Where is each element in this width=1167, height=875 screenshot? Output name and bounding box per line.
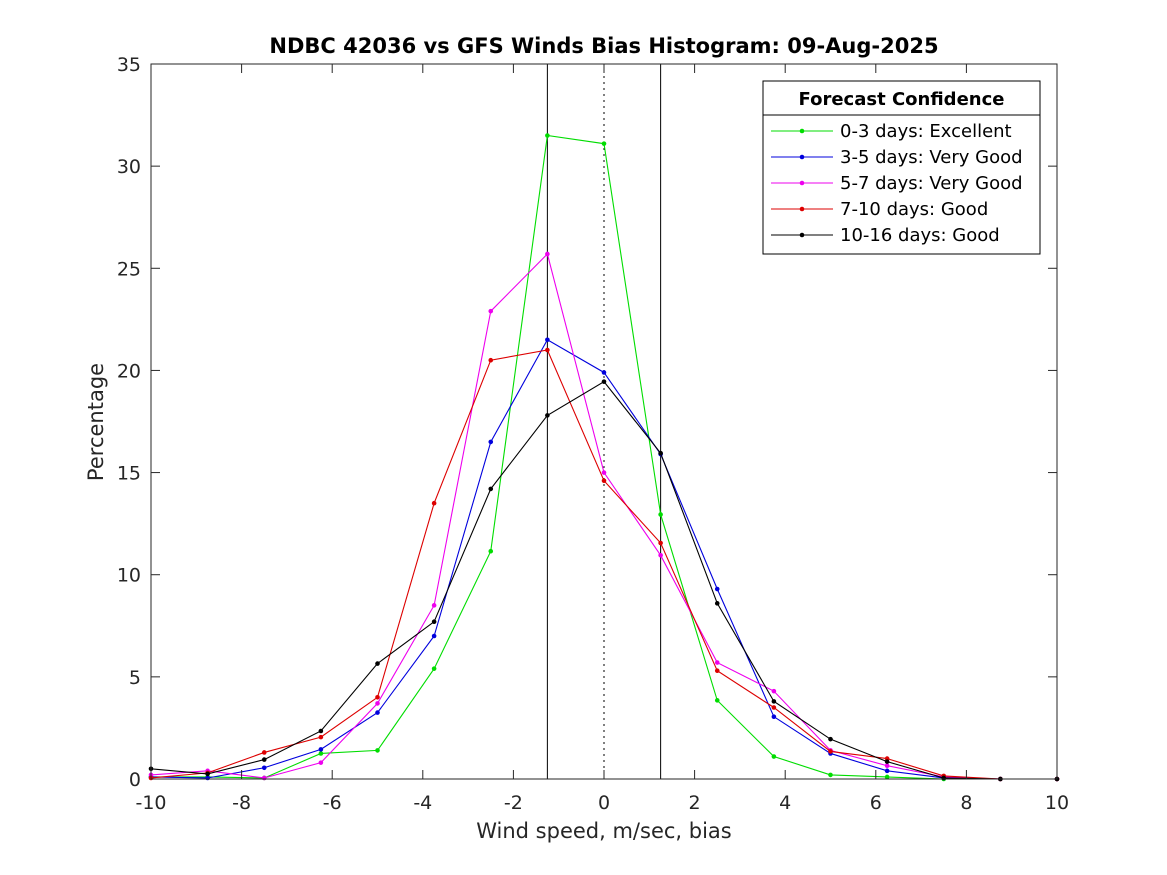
series-2-point xyxy=(375,710,380,715)
series-4-point xyxy=(771,705,777,710)
x-tick-label: -8 xyxy=(232,792,251,814)
series-2-point xyxy=(318,747,324,752)
chart-title: NDBC 42036 vs GFS Winds Bias Histogram: … xyxy=(269,34,938,58)
series-2-point xyxy=(545,337,550,343)
series-5-point xyxy=(488,486,494,492)
series-1-point xyxy=(375,748,380,753)
series-2-point xyxy=(601,370,607,375)
legend-box xyxy=(762,80,1041,255)
legend-label-5: 10-16 days: Good xyxy=(840,225,1000,246)
series-1-point xyxy=(714,698,720,703)
series-3-point xyxy=(488,308,494,314)
series-5-point xyxy=(884,759,890,764)
x-tick-label: -6 xyxy=(323,792,342,814)
legend-marker-3 xyxy=(799,180,805,186)
series-4-point xyxy=(828,749,833,754)
y-tick-label: 20 xyxy=(117,360,141,382)
series-2-point xyxy=(431,633,437,639)
series-1-point xyxy=(431,666,437,671)
series-3-point xyxy=(261,775,267,781)
series-1-point xyxy=(658,512,663,517)
series-4-point xyxy=(714,668,720,674)
series-3-point xyxy=(884,763,890,769)
series-2-point xyxy=(261,765,267,771)
series-3-point xyxy=(714,660,720,665)
x-axis-title: Wind speed, m/sec, bias xyxy=(476,819,732,843)
series-2-point xyxy=(884,768,890,774)
y-tick-label: 30 xyxy=(117,156,141,178)
y-tick-label: 5 xyxy=(129,667,141,689)
series-3-point xyxy=(375,701,380,706)
legend-marker-5 xyxy=(799,232,805,238)
series-1-point xyxy=(545,133,550,138)
legend-label-4: 7-10 days: Good xyxy=(840,199,988,220)
legend: Forecast Confidence 0-3 days: Excellent 3-… xyxy=(762,80,1041,255)
legend-marker-1 xyxy=(799,128,805,134)
legend-label-1: 0-3 days: Excellent xyxy=(840,121,1012,142)
series-5-point xyxy=(658,450,663,456)
series-3-point xyxy=(601,470,607,475)
legend-marker-4 xyxy=(799,206,805,212)
y-tick-label: 35 xyxy=(117,54,141,76)
x-tick-label: 10 xyxy=(1045,792,1069,814)
x-tick-label: 2 xyxy=(689,792,701,814)
series-5-point xyxy=(261,757,267,762)
series-3-point xyxy=(431,603,437,608)
series-1-point xyxy=(318,751,324,756)
series-5-point xyxy=(318,728,324,734)
y-axis-title: Percentage xyxy=(84,363,108,481)
series-4-point xyxy=(261,750,267,755)
x-tick-label: -4 xyxy=(413,792,432,814)
y-tick-label: 25 xyxy=(117,258,141,280)
series-4-point xyxy=(318,734,324,740)
x-tick-label: -2 xyxy=(504,792,523,814)
series-5-point xyxy=(941,775,947,781)
series-2-point xyxy=(714,586,720,592)
series-1-point xyxy=(828,772,833,778)
series-4-point xyxy=(431,500,437,506)
series-3-point xyxy=(658,553,663,558)
y-tick-label: 10 xyxy=(117,565,141,587)
series-2-point xyxy=(488,439,494,445)
legend-marker-2 xyxy=(799,154,805,160)
series-2-point xyxy=(205,775,210,781)
series-4-point xyxy=(545,347,550,353)
series-4-point xyxy=(375,694,380,700)
series-5-point xyxy=(431,619,437,624)
series-4-point xyxy=(488,357,494,363)
series-2-point xyxy=(771,714,777,719)
series-1-point xyxy=(488,548,494,554)
series-5-point xyxy=(375,661,380,666)
series-5-point xyxy=(545,413,550,418)
legend-label-2: 3-5 days: Very Good xyxy=(840,147,1023,168)
series-3-point xyxy=(318,760,324,765)
series-3-point xyxy=(545,251,550,257)
series-5-point xyxy=(601,379,607,384)
legend-label-3: 5-7 days: Very Good xyxy=(840,173,1023,194)
series-5-point xyxy=(205,771,210,777)
series-1-point xyxy=(771,754,777,759)
series-5-point xyxy=(771,699,777,704)
x-tick-label: -10 xyxy=(135,792,166,814)
y-tick-label: 15 xyxy=(117,463,141,485)
series-1-point xyxy=(601,141,607,146)
legend-title: Forecast Confidence xyxy=(799,89,1005,110)
series-4-point xyxy=(601,478,607,484)
x-tick-label: 0 xyxy=(598,792,610,814)
series-5-point xyxy=(828,736,833,742)
series-5-point xyxy=(714,601,720,606)
series-1-point xyxy=(884,774,890,780)
series-3-point xyxy=(771,688,777,694)
series-4-point xyxy=(658,540,663,546)
x-tick-label: 8 xyxy=(960,792,972,814)
y-tick-label: 0 xyxy=(129,769,141,791)
x-tick-label: 6 xyxy=(870,792,882,814)
x-tick-label: 4 xyxy=(779,792,791,814)
